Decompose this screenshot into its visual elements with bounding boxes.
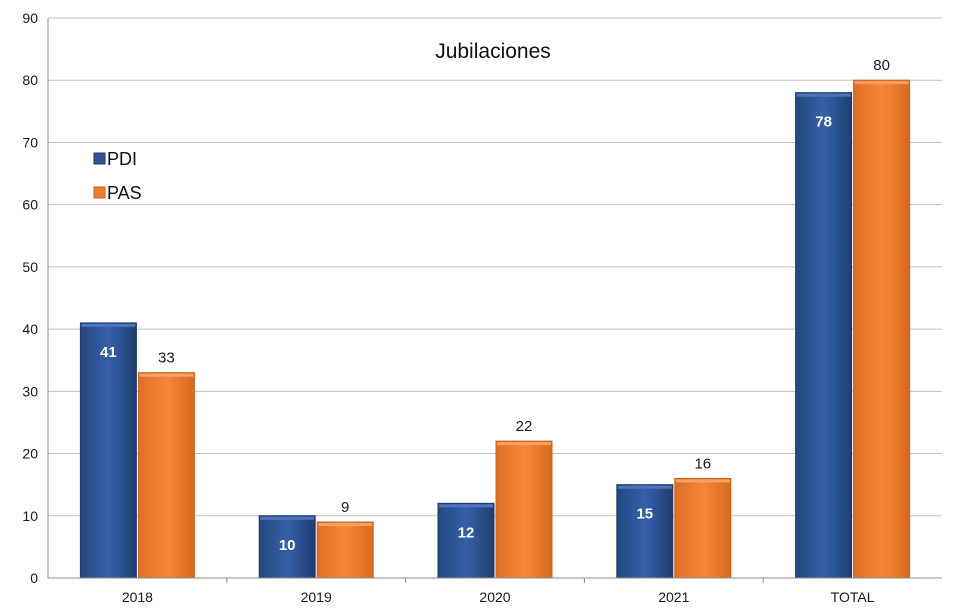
data-label-pdi: 10 [279,537,296,554]
x-tick-label: 2021 [658,589,689,605]
legend-label-pas: PAS [107,183,142,203]
bar-pas-2021 [674,477,732,579]
data-label-pdi: 41 [100,344,117,361]
bar-highlight [139,373,194,377]
bar-pdi-total [795,92,853,579]
y-tick-label: 10 [22,508,38,524]
bar-pdi-2021 [616,484,674,579]
y-tick-label: 40 [22,321,38,337]
axes: 0 10 20 30 40 50 60 70 80 90 2018 2019 2020 2021 TOTAL [22,10,942,605]
bar-highlight [675,479,730,483]
legend-swatch-pas [93,186,106,199]
data-label-pas: 9 [341,499,349,516]
bars: 41 33 10 9 12 22 15 16 78 80 [79,57,911,579]
gridlines [48,17,942,517]
legend-label-pdi: PDI [107,149,137,169]
legend-swatch-pdi [93,152,106,165]
data-label-pas: 80 [873,57,890,74]
legend: PDI PAS [93,149,142,203]
bar-highlight [439,504,493,508]
bar-pdi-2019 [258,515,316,579]
data-label-pdi: 15 [636,506,653,523]
x-tick-label: 2018 [122,589,153,605]
data-label-pas: 16 [694,455,711,472]
bar-pas-2019 [316,521,374,579]
data-label-pdi: 12 [458,524,475,541]
bar-highlight [81,323,136,327]
bar-highlight [260,516,315,520]
data-label-pas: 22 [516,418,533,435]
y-tick-label: 70 [22,134,38,150]
bar-highlight [617,485,672,489]
bar-highlight [497,442,551,446]
data-label-pas: 33 [158,350,175,367]
bar-highlight [318,523,373,526]
y-tick-label: 90 [22,10,38,26]
y-tick-label: 50 [22,259,38,275]
y-tick-label: 60 [22,197,38,213]
x-tick-label: 2019 [301,589,332,605]
y-tick-label: 30 [22,383,38,399]
y-tick-label: 20 [22,446,38,462]
bar-pas-2020 [495,440,553,579]
x-tick-label: 2020 [479,589,510,605]
x-tick-label: TOTAL [831,589,875,605]
data-label-pdi: 78 [815,114,832,131]
bar-pdi-2018 [79,322,137,579]
bar-highlight [796,93,851,97]
bar-pas-total [853,79,911,579]
y-tick-label: 0 [30,570,38,586]
bar-highlight [854,81,909,85]
bar-pas-2018 [137,372,195,579]
y-tick-label: 80 [22,72,38,88]
chart-title: Jubilaciones [435,40,551,63]
